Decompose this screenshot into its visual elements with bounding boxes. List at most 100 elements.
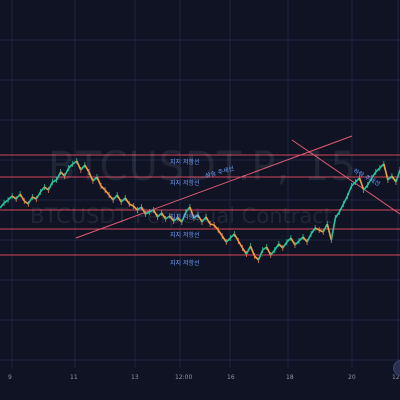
price-segment xyxy=(237,240,244,249)
price-segment xyxy=(302,236,308,243)
price-segment xyxy=(342,195,349,205)
x-tick-label: 18 xyxy=(286,374,294,381)
price-segment xyxy=(19,193,25,202)
price-segment xyxy=(322,223,328,233)
price-segment xyxy=(249,245,256,257)
price-segment xyxy=(181,211,187,223)
price-segment xyxy=(330,217,337,241)
price-segment xyxy=(63,167,70,177)
price-segment xyxy=(205,216,211,225)
price-segment xyxy=(108,194,114,201)
price-segment xyxy=(76,160,82,171)
price-segment xyxy=(47,181,54,191)
price-segment xyxy=(160,212,167,220)
price-segment xyxy=(177,217,183,223)
price-segment xyxy=(375,167,381,173)
price-segment xyxy=(294,240,300,246)
price-segment xyxy=(157,212,163,218)
price-segment xyxy=(116,194,122,203)
price-segment xyxy=(27,196,34,205)
price-segment xyxy=(120,197,126,203)
price-segment xyxy=(290,237,296,246)
price-segment xyxy=(371,171,377,179)
price-segment xyxy=(298,236,304,242)
price-segment xyxy=(286,237,292,243)
price-segment xyxy=(55,171,62,181)
price-segment xyxy=(15,193,21,200)
uptrend-line xyxy=(75,135,353,239)
price-segment xyxy=(124,197,130,205)
price-segment xyxy=(391,175,397,183)
price-segment xyxy=(282,241,288,249)
price-segment xyxy=(96,176,102,187)
downtrend-line xyxy=(291,139,400,215)
price-segment xyxy=(169,215,175,222)
price-segment xyxy=(363,184,369,191)
price-segment xyxy=(358,177,365,191)
price-segment xyxy=(31,196,37,200)
trend-lines xyxy=(75,135,400,239)
price-segment xyxy=(221,235,227,243)
x-tick-label: 12 xyxy=(392,374,400,381)
price-segment xyxy=(185,206,191,213)
x-tick-label: 16 xyxy=(227,374,235,381)
price-segment xyxy=(189,206,195,219)
x-tick-label: 9 xyxy=(8,374,12,381)
price-segment xyxy=(334,211,341,219)
price-segment xyxy=(39,186,46,193)
price-segment xyxy=(0,202,5,209)
price-segment xyxy=(338,203,345,213)
price-segment xyxy=(383,163,389,181)
price-segment xyxy=(149,209,154,213)
price-segment xyxy=(265,246,272,256)
price-segment xyxy=(213,224,219,231)
level-label-1: 지지 저항선 xyxy=(170,159,200,166)
price-segment xyxy=(68,163,74,169)
price-segment xyxy=(314,227,320,231)
price-segment xyxy=(3,199,9,204)
x-tick-label: 13 xyxy=(131,374,139,381)
price-segment xyxy=(306,233,312,243)
price-segment xyxy=(60,171,66,177)
price-segment xyxy=(52,179,57,183)
price-segment xyxy=(88,171,94,182)
price-segment xyxy=(225,237,231,243)
price-segment xyxy=(366,177,373,186)
price-segment xyxy=(326,223,333,241)
level-label-2: 지지 저항선 xyxy=(170,180,200,187)
price-segment xyxy=(152,209,159,218)
price-segment xyxy=(80,164,86,171)
price-segment xyxy=(23,200,29,205)
price-segment xyxy=(201,216,207,223)
price-segment xyxy=(395,169,400,183)
price-segment xyxy=(278,243,284,249)
price-segment xyxy=(165,215,171,220)
symbol-watermark: BTCUSDT.P, 15 xyxy=(48,144,357,190)
price-segment xyxy=(233,233,240,242)
x-tick-label: 12:00 xyxy=(175,374,193,381)
price-segment xyxy=(387,175,393,181)
price-segment xyxy=(274,243,280,251)
price-segment xyxy=(350,181,357,187)
price-segment xyxy=(145,211,150,215)
level-label-3: 지지 저항선 xyxy=(170,214,200,221)
price-segment xyxy=(35,191,42,200)
price-segment xyxy=(193,214,199,219)
price-segment xyxy=(262,246,268,251)
x-tick-label: 11 xyxy=(70,374,78,381)
price-segment xyxy=(128,203,134,207)
price-segment xyxy=(241,247,248,255)
price-series xyxy=(0,158,400,263)
x-tick-label: 20 xyxy=(348,374,356,381)
price-segment xyxy=(209,223,215,226)
price-segment xyxy=(43,186,49,191)
price-segment xyxy=(318,229,324,233)
price-segment xyxy=(197,214,203,223)
price-segment xyxy=(7,195,13,201)
price-segment xyxy=(346,185,353,197)
price-segment xyxy=(253,255,260,261)
level-label-5: 지지 저항선 xyxy=(170,260,200,267)
support-resistance-lines xyxy=(0,154,400,256)
price-segment xyxy=(140,206,147,215)
